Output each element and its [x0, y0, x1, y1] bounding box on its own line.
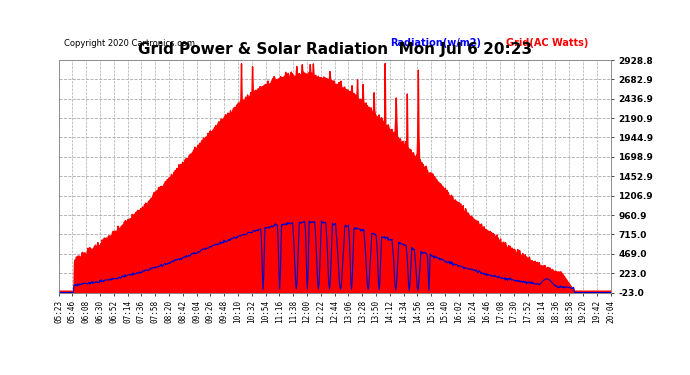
Text: Grid(AC Watts): Grid(AC Watts)	[506, 38, 588, 48]
Title: Grid Power & Solar Radiation  Mon Jul 6 20:23: Grid Power & Solar Radiation Mon Jul 6 2…	[137, 42, 532, 57]
Text: Copyright 2020 Cartronics.com: Copyright 2020 Cartronics.com	[64, 39, 195, 48]
Text: Radiation(w/m2): Radiation(w/m2)	[390, 38, 481, 48]
